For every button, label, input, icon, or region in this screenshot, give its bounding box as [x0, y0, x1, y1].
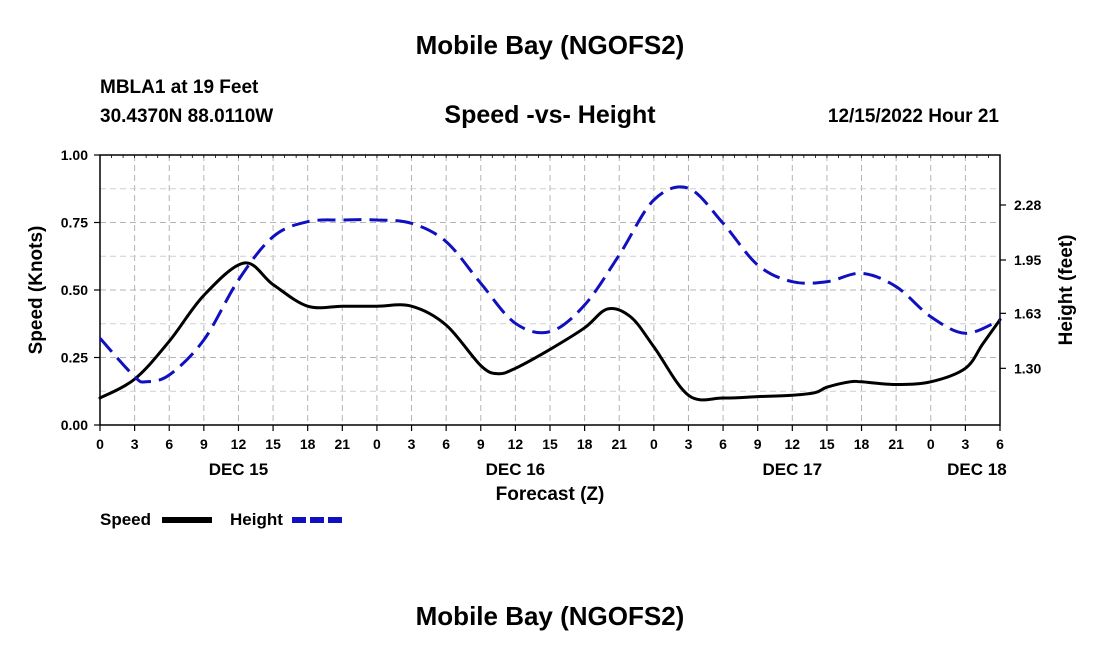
x-tick-label: 18 — [577, 436, 593, 452]
date-label: DEC 16 — [486, 460, 546, 479]
y-tick-label: 0.00 — [61, 417, 88, 433]
y2-tick-label: 2.28 — [1014, 197, 1041, 213]
legend: Speed Height — [100, 510, 342, 529]
y2-axis-title: Height (feet) — [1056, 235, 1077, 346]
x-axis-title: Forecast (Z) — [496, 484, 605, 505]
x-tick-label: 3 — [131, 436, 139, 452]
x-tick-label: 9 — [477, 436, 485, 452]
legend-label-speed: Speed — [100, 510, 151, 529]
x-tick-label: 21 — [611, 436, 627, 452]
y2-tick-label: 1.30 — [1014, 360, 1041, 376]
x-tick-label: 18 — [300, 436, 316, 452]
x-tick-label: 6 — [165, 436, 173, 452]
axis-labels: 0 3 6 9 12 15 18 21 0 3 6 9 12 15 18 21 0 3 6 9 12 15 18 21 0 3 6 D… — [61, 147, 1042, 479]
legend-label-height: Height — [230, 510, 283, 529]
speed-height-chart: 0 3 6 9 12 15 18 21 0 3 6 9 12 15 18 21 0 3 6 9 12 15 18 21 0 3 6 D… — [0, 0, 1100, 650]
x-tick-label: 0 — [96, 436, 104, 452]
x-tick-label: 0 — [927, 436, 935, 452]
x-tick-label: 18 — [854, 436, 870, 452]
x-tick-label: 0 — [650, 436, 658, 452]
y-tick-label: 0.25 — [61, 350, 88, 366]
x-tick-label: 12 — [508, 436, 524, 452]
x-tick-label: 3 — [961, 436, 969, 452]
y-tick-label: 0.75 — [61, 215, 88, 231]
x-tick-label: 6 — [996, 436, 1004, 452]
x-tick-label: 9 — [200, 436, 208, 452]
date-label: DEC 17 — [763, 460, 823, 479]
x-tick-label: 21 — [888, 436, 904, 452]
x-tick-label: 6 — [719, 436, 727, 452]
x-tick-label: 21 — [335, 436, 351, 452]
x-tick-label: 15 — [265, 436, 281, 452]
x-tick-label: 0 — [373, 436, 381, 452]
y-tick-label: 0.50 — [61, 282, 88, 298]
y-tick-label: 1.00 — [61, 147, 88, 163]
date-label: DEC 15 — [209, 460, 269, 479]
y2-tick-label: 1.95 — [1014, 252, 1041, 268]
x-tick-label: 15 — [542, 436, 558, 452]
y-axis-title: Speed (Knots) — [26, 226, 47, 355]
y2-tick-label: 1.63 — [1014, 305, 1041, 321]
x-tick-label: 9 — [754, 436, 762, 452]
x-tick-label: 12 — [785, 436, 801, 452]
x-tick-label: 12 — [231, 436, 247, 452]
date-label: DEC 18 — [947, 460, 1007, 479]
x-tick-label: 15 — [819, 436, 835, 452]
x-tick-label: 3 — [685, 436, 693, 452]
grid-lines — [100, 155, 1000, 425]
x-tick-label: 3 — [408, 436, 416, 452]
x-tick-label: 6 — [442, 436, 450, 452]
